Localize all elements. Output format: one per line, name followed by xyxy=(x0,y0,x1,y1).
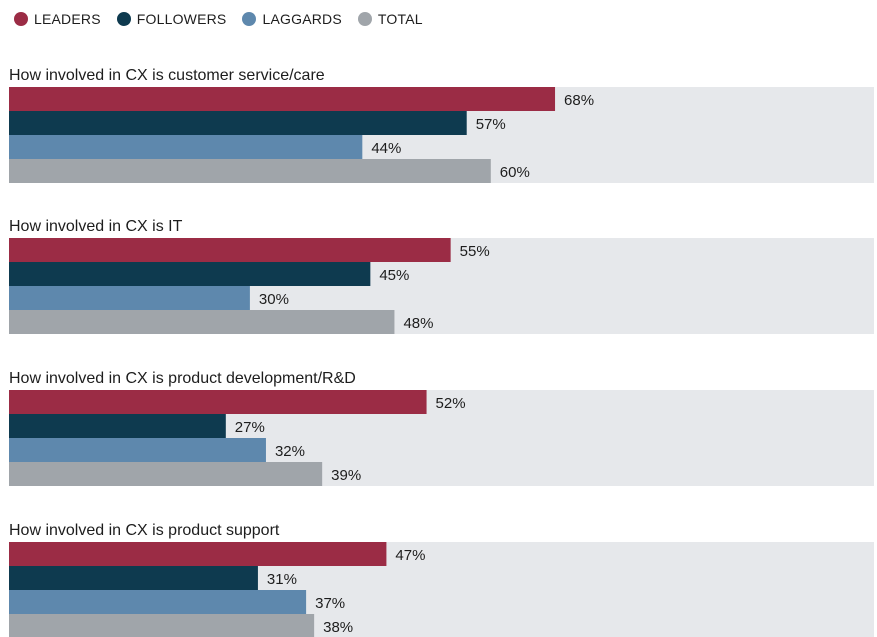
value-label-laggards-3: 32% xyxy=(275,443,305,460)
value-label-leaders-1: 68% xyxy=(564,92,594,109)
legend-swatch-followers xyxy=(116,12,131,26)
bar-leaders-3 xyxy=(9,390,427,414)
value-label-total-3: 39% xyxy=(331,467,361,484)
value-label-leaders-2: 55% xyxy=(460,243,490,260)
legend-swatch-total xyxy=(357,12,372,26)
bar-followers-4 xyxy=(9,566,258,590)
bar-total-2 xyxy=(9,310,395,334)
value-label-leaders-4: 47% xyxy=(395,547,425,564)
legend-item-leaders: LEADERS xyxy=(14,11,101,27)
bar-followers-2 xyxy=(9,262,371,286)
bar-laggards-1 xyxy=(9,135,363,159)
category-title-3: How involved in CX is product developmen… xyxy=(9,370,356,387)
bar-leaders-2 xyxy=(9,238,451,262)
legend-label-total: TOTAL xyxy=(377,11,423,27)
legend-label-leaders: LEADERS xyxy=(34,11,101,27)
legend-item-total: TOTAL xyxy=(357,11,423,27)
legend-label-laggards: LAGGARDS xyxy=(262,11,342,27)
legend-swatch-leaders xyxy=(14,12,28,26)
value-label-followers-2: 45% xyxy=(379,267,409,284)
bar-laggards-2 xyxy=(9,286,250,310)
bar-total-1 xyxy=(9,159,491,183)
category-title-4: How involved in CX is product support xyxy=(9,522,280,539)
value-label-followers-4: 31% xyxy=(267,571,297,588)
category-title-1: How involved in CX is customer service/c… xyxy=(9,67,325,84)
value-label-followers-3: 27% xyxy=(235,419,265,436)
bar-leaders-4 xyxy=(9,542,387,566)
bar-total-3 xyxy=(9,462,323,486)
bar-followers-1 xyxy=(9,111,467,135)
chart-legend: LEADERS FOLLOWERS LAGGARDS TOTAL xyxy=(14,11,439,27)
value-label-laggards-2: 30% xyxy=(259,291,289,308)
value-label-laggards-1: 44% xyxy=(371,140,401,157)
value-label-total-4: 38% xyxy=(323,619,353,636)
legend-item-followers: FOLLOWERS xyxy=(116,11,227,27)
value-label-total-2: 48% xyxy=(403,315,433,332)
bar-total-4 xyxy=(9,614,315,637)
bar-followers-3 xyxy=(9,414,226,438)
value-label-total-1: 60% xyxy=(500,164,530,181)
legend-label-followers: FOLLOWERS xyxy=(136,11,227,27)
value-label-leaders-3: 52% xyxy=(436,395,466,412)
value-label-laggards-4: 37% xyxy=(315,595,345,612)
legend-swatch-laggards xyxy=(242,12,257,26)
bar-leaders-1 xyxy=(9,87,556,111)
value-label-followers-1: 57% xyxy=(476,116,506,133)
bar-laggards-3 xyxy=(9,438,266,462)
legend-item-laggards: LAGGARDS xyxy=(242,11,342,27)
category-title-2: How involved in CX is IT xyxy=(9,218,183,235)
bar-laggards-4 xyxy=(9,590,307,614)
